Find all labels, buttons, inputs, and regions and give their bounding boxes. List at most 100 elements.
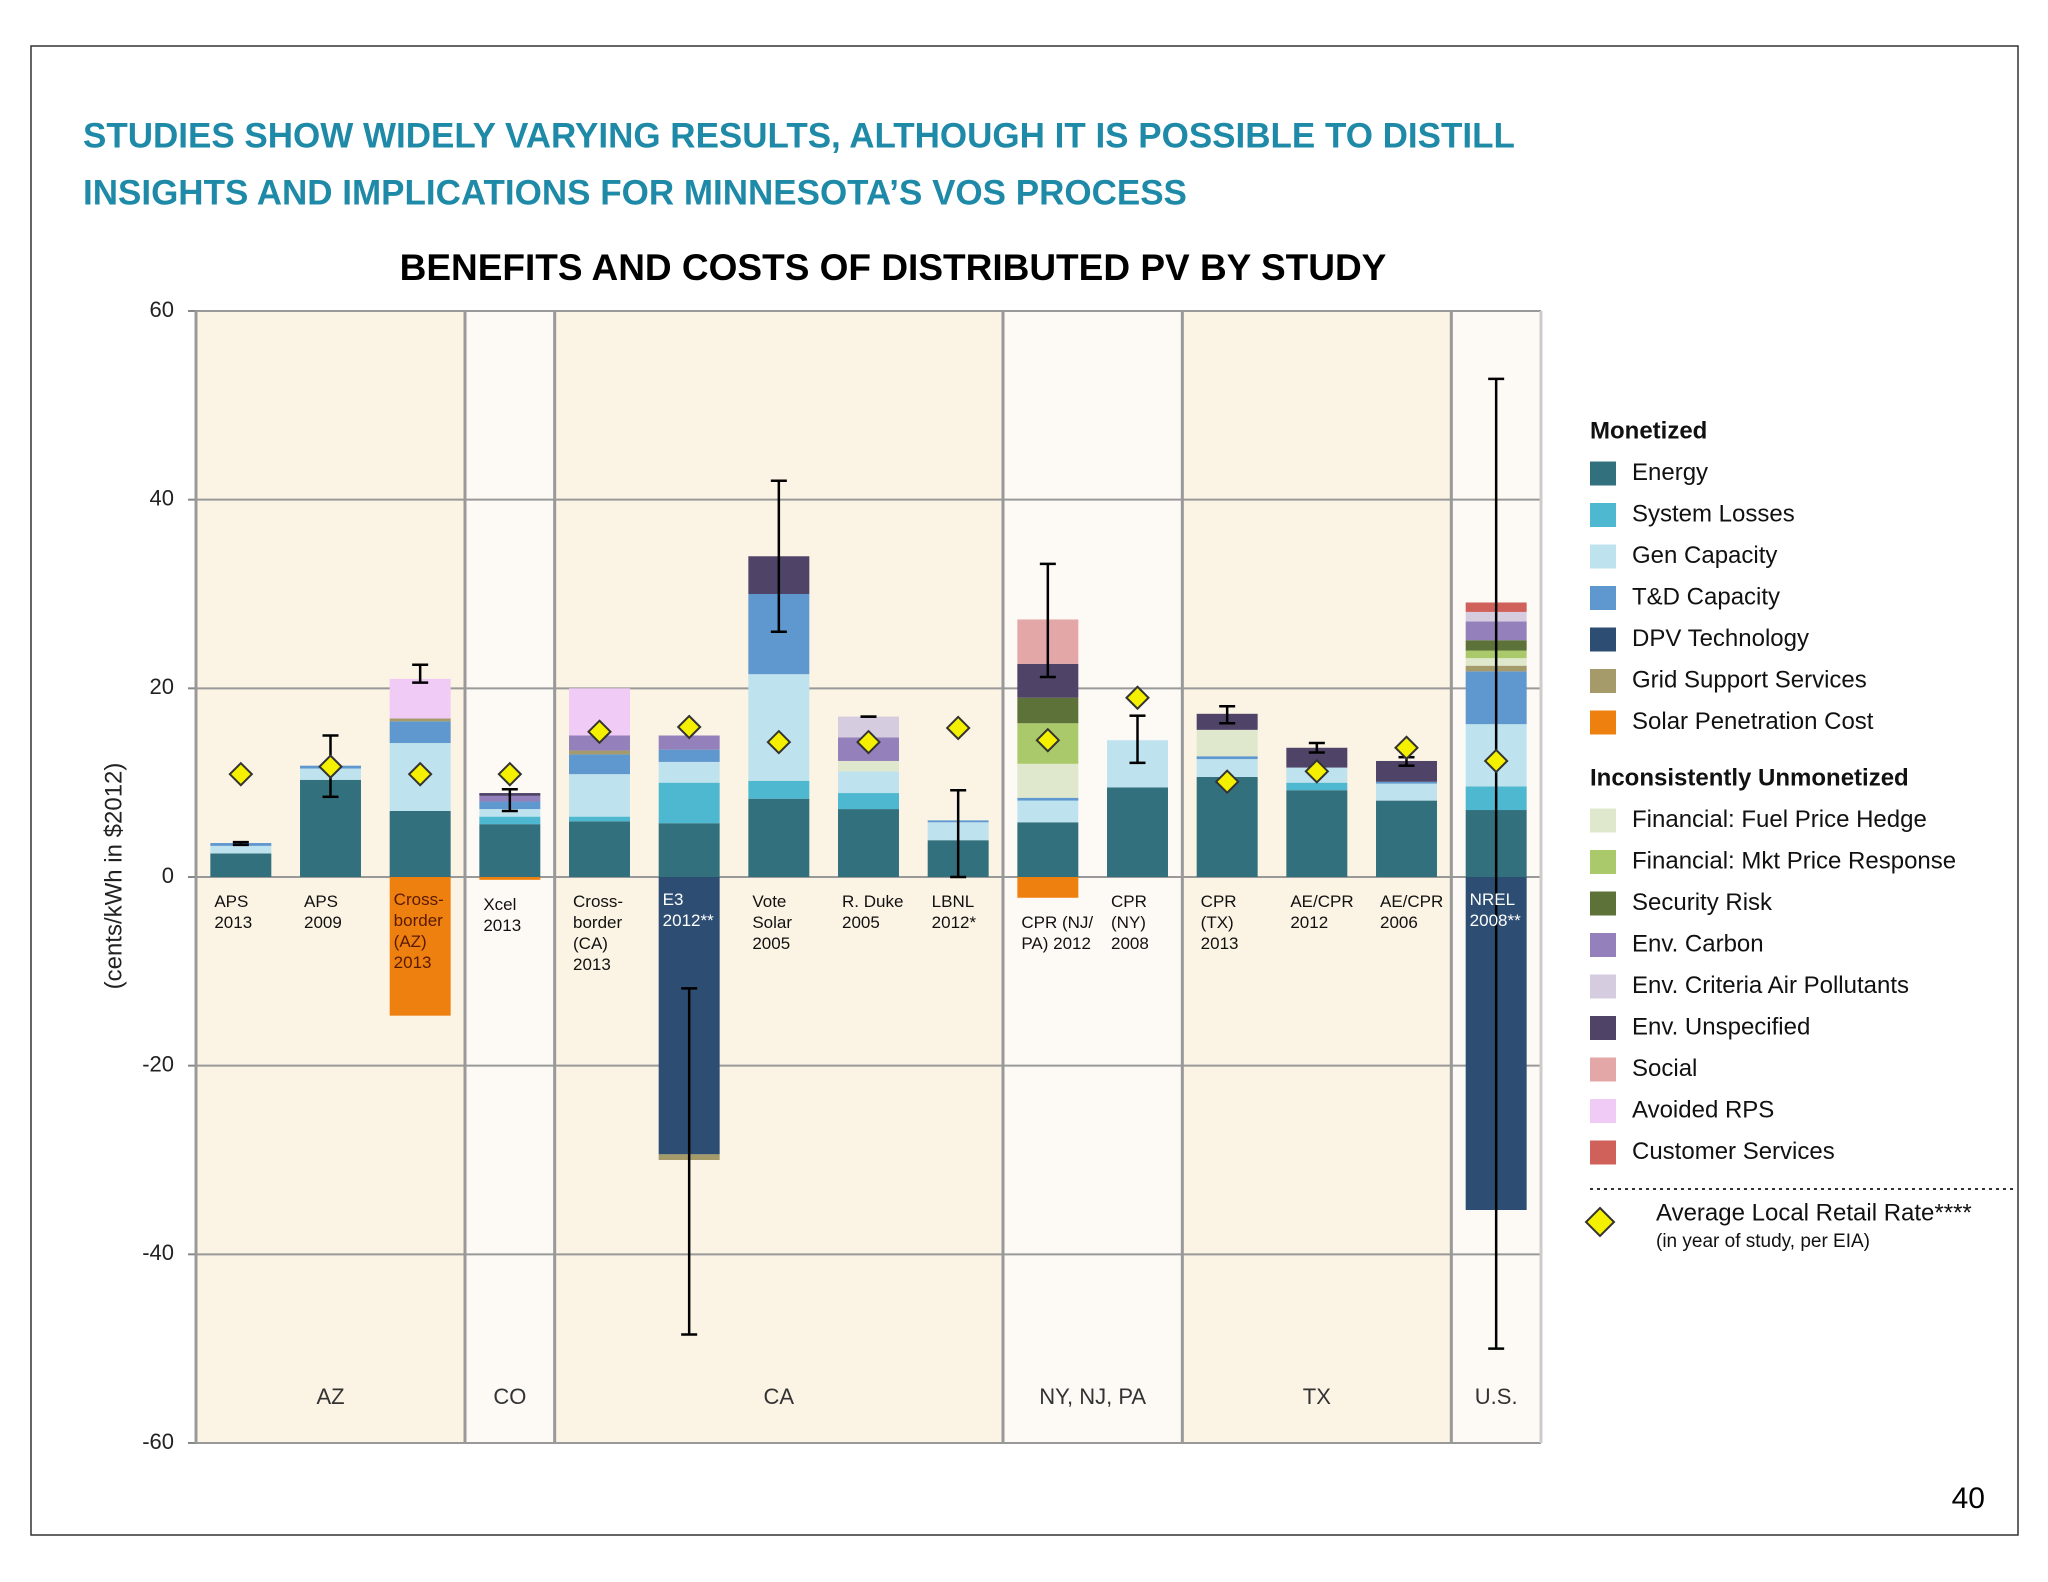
x-tick-label: Cross- border (CA) 2013 bbox=[573, 892, 624, 974]
legend-swatch bbox=[1590, 974, 1616, 999]
bar-segment bbox=[1196, 729, 1258, 757]
bar-segment bbox=[569, 821, 630, 877]
legend-label: Grid Support Services bbox=[1632, 666, 1867, 693]
chart-title: BENEFITS AND COSTS OF DISTRIBUTED PV BY … bbox=[400, 247, 1387, 288]
legend-label: Financial: Fuel Price Hedge bbox=[1632, 806, 1927, 833]
x-tick-label: APS 2013 bbox=[214, 892, 253, 932]
y-tick-label: -40 bbox=[142, 1240, 174, 1265]
frame bbox=[30, 45, 2019, 1536]
retail-rate-marker bbox=[1214, 769, 1240, 795]
x-tick-label: R. Duke 2005 bbox=[842, 892, 904, 932]
retail-rate-marker bbox=[1304, 758, 1330, 784]
bar-segment bbox=[1017, 763, 1079, 798]
x-tick-label: Xcel 2013 bbox=[483, 894, 522, 935]
y-tick-label: 20 bbox=[150, 674, 174, 699]
legend-swatch bbox=[1590, 933, 1616, 957]
bar-segment bbox=[210, 845, 272, 854]
retail-rate-marker bbox=[318, 754, 343, 780]
y-tick-label: -20 bbox=[142, 1051, 174, 1076]
retail-rate-marker bbox=[587, 719, 612, 745]
legend-label: Financial: Mkt Price Response bbox=[1632, 847, 1956, 874]
group-label: NY, NJ, PA bbox=[1039, 1384, 1146, 1409]
bar-segment bbox=[1286, 782, 1348, 791]
group-label: CO bbox=[493, 1384, 526, 1409]
legend-swatch bbox=[1590, 710, 1616, 735]
legend-label: T&D Capacity bbox=[1632, 583, 1780, 610]
retail-rate-marker bbox=[497, 761, 523, 787]
bar-segment bbox=[1017, 800, 1079, 823]
bar-segment bbox=[479, 816, 541, 825]
x-tick-label: CPR (TX) 2013 bbox=[1200, 892, 1239, 953]
bar-segment bbox=[569, 816, 630, 822]
legend-swatch bbox=[1590, 850, 1616, 874]
legend-diamond bbox=[1584, 1206, 1616, 1238]
bar-segment bbox=[210, 853, 272, 877]
group-label: AZ bbox=[316, 1384, 344, 1409]
bar-segment bbox=[1017, 797, 1079, 801]
bar-segment bbox=[838, 809, 899, 877]
bar-segment bbox=[389, 877, 451, 1016]
legend-swatch bbox=[1590, 1099, 1616, 1123]
bar-segment bbox=[748, 780, 810, 799]
retail-rate-marker bbox=[228, 761, 254, 787]
bar-segment bbox=[1107, 787, 1168, 877]
y-tick-label: -60 bbox=[142, 1429, 174, 1454]
bar-segment bbox=[658, 761, 720, 783]
y-tick-label: 0 bbox=[162, 863, 174, 888]
bar-segment bbox=[658, 749, 720, 762]
bar-segment bbox=[1017, 697, 1079, 724]
retail-rate-marker bbox=[1483, 748, 1509, 774]
retail-rate-marker bbox=[1125, 685, 1150, 711]
bar-segment bbox=[1376, 781, 1437, 784]
bar-segment bbox=[389, 721, 451, 744]
bar-segment bbox=[1286, 747, 1348, 768]
legend-swatch bbox=[1590, 669, 1616, 693]
bar-segment bbox=[389, 718, 451, 722]
group-label: CA bbox=[764, 1384, 795, 1409]
bar-segment bbox=[389, 678, 451, 719]
legend-swatch bbox=[1590, 544, 1616, 569]
legend-swatch bbox=[1590, 586, 1616, 610]
legend-swatch bbox=[1590, 891, 1616, 916]
page-title: STUDIES SHOW WIDELY VARYING RESULTS, ALT… bbox=[83, 116, 1515, 155]
legend-label: Social bbox=[1632, 1055, 1697, 1082]
retail-rate-marker bbox=[1035, 727, 1061, 753]
legend-label: Average Local Retail Rate**** bbox=[1656, 1199, 1972, 1226]
retail-rate-marker bbox=[1394, 735, 1419, 761]
x-tick-label: CPR (NY) 2008 bbox=[1111, 892, 1149, 953]
legend-label: DPV Technology bbox=[1632, 625, 1809, 652]
y-tick-label: 60 bbox=[150, 297, 174, 322]
x-tick-label: CPR (NJ/ PA) 2012 bbox=[1021, 912, 1094, 953]
legend-note: (in year of study, per EIA) bbox=[1656, 1231, 1870, 1252]
legend-swatch bbox=[1590, 1140, 1616, 1165]
legend-label: Env. Criteria Air Pollutants bbox=[1632, 972, 1909, 999]
retail-rate-marker bbox=[407, 761, 433, 787]
bar-segment bbox=[1017, 822, 1079, 877]
bar-segment bbox=[658, 782, 720, 824]
legend-label: Env. Unspecified bbox=[1632, 1013, 1810, 1040]
page-title: INSIGHTS AND IMPLICATIONS FOR MINNESOTA’… bbox=[83, 173, 1187, 212]
legend-heading: Monetized bbox=[1590, 417, 1707, 444]
bar-segment bbox=[569, 774, 630, 817]
legend-label: Security Risk bbox=[1632, 889, 1773, 916]
y-axis-title: (cents/kWh in $2012) bbox=[100, 763, 127, 990]
legend-label: Customer Services bbox=[1632, 1138, 1835, 1165]
legend-swatch bbox=[1590, 1057, 1616, 1082]
retail-rate-marker bbox=[766, 729, 792, 755]
retail-rate-marker bbox=[676, 714, 702, 740]
bar-segment bbox=[748, 674, 810, 781]
bar-segment bbox=[658, 735, 720, 750]
legend-label: Gen Capacity bbox=[1632, 542, 1777, 569]
x-tick-label: E3 2012** bbox=[662, 890, 714, 930]
bar-segment bbox=[1196, 756, 1258, 760]
legend-label: System Losses bbox=[1632, 500, 1795, 527]
legend-swatch bbox=[1590, 1016, 1616, 1040]
bar-segment bbox=[658, 823, 720, 877]
bar-segment bbox=[479, 824, 541, 877]
bar-segment bbox=[389, 810, 451, 877]
legend-swatch bbox=[1590, 503, 1616, 527]
legend-label: Avoided RPS bbox=[1632, 1096, 1774, 1123]
bar-segment bbox=[1376, 783, 1437, 801]
x-tick-label: LBNL 2012* bbox=[931, 892, 977, 932]
